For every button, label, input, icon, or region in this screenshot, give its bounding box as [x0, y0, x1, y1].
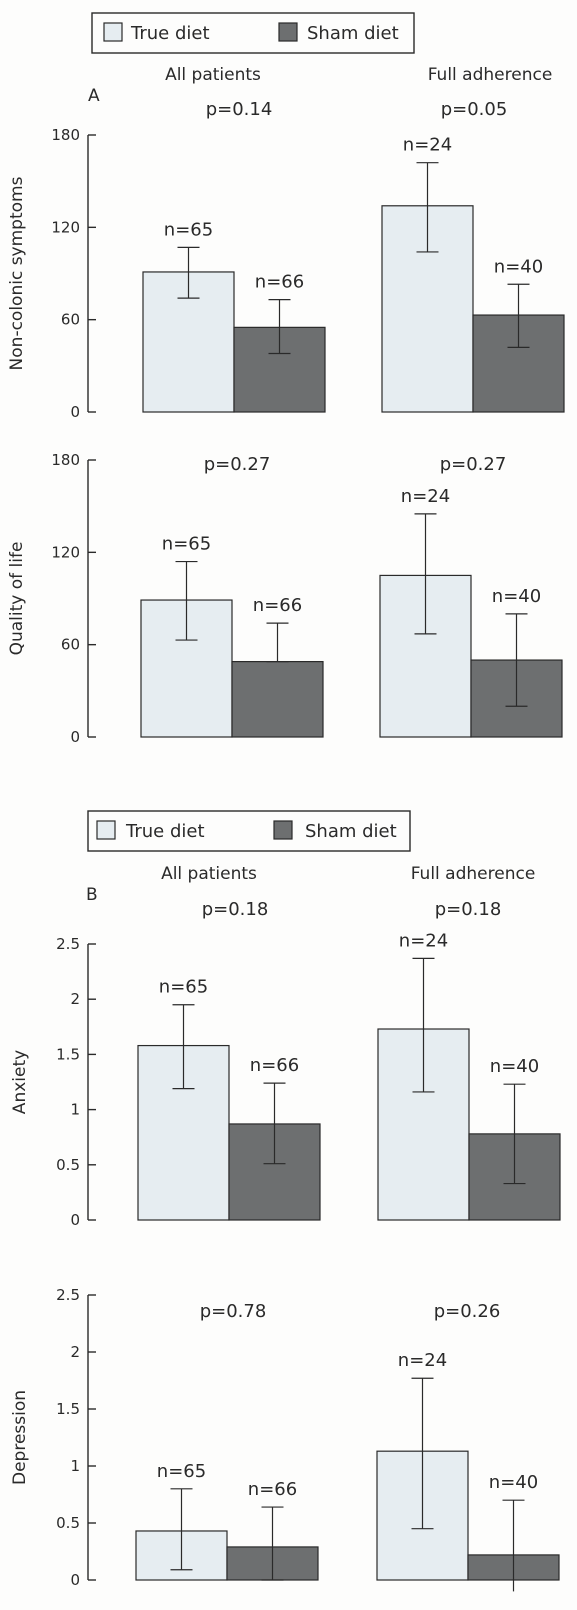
y-tick-label: 1: [70, 1101, 80, 1119]
legend-swatch-true-diet: [103, 22, 123, 42]
y-tick-label: 2.5: [56, 1286, 80, 1304]
y-tick-label: 180: [51, 451, 80, 469]
p-value-label: p=0.78: [200, 1301, 267, 1322]
panel-letter: B: [86, 885, 98, 905]
y-tick-label: 2: [70, 1343, 80, 1361]
legend-label-true-diet: True diet: [130, 23, 210, 44]
n-label: n=24: [398, 1350, 447, 1371]
y-axis-title: Quality of life: [7, 542, 27, 656]
legend-label-sham-diet: Sham diet: [305, 821, 397, 842]
group-header-full-adherence: Full adherence: [411, 864, 536, 884]
p-value-label: p=0.27: [440, 454, 507, 475]
n-label: n=40: [489, 1472, 538, 1493]
n-label: n=66: [255, 272, 304, 293]
panel-a-header: True diet Sham diet All patients Full adher…: [88, 12, 553, 106]
y-tick-label: 1.5: [56, 1045, 80, 1063]
n-label: n=40: [492, 586, 541, 607]
p-value-label: p=0.05: [441, 99, 508, 120]
n-label: n=66: [250, 1055, 299, 1076]
legend-box: [91, 12, 415, 54]
legend-box: [87, 810, 411, 852]
n-label: n=24: [401, 486, 450, 507]
p-value-label: p=0.26: [434, 1301, 501, 1322]
chart-quality-of-life: 0 60 120 180 Quality of life n=65 n=66 p=0.27 n=…: [7, 451, 563, 746]
y-axis-title: Anxiety: [10, 1050, 30, 1114]
legend-swatch-true-diet: [96, 820, 116, 840]
chart-depression: 0 0.5 1 1.5 2 2.5 Depression n=65 n=66 p=0.78 n=24…: [10, 1286, 560, 1592]
chart-non-colonic-symptoms: 0 60 120 180 Non-colonic symptoms n=65 n=66 p=0…: [7, 99, 565, 421]
chart-anxiety: 0 0.5 1 1.5 2 2.5 Anxiety n=65 n=66 p=0.18 n=24 n=4…: [10, 899, 561, 1229]
n-label: n=66: [253, 595, 302, 616]
p-value-label: p=0.18: [435, 899, 502, 920]
n-label: n=66: [248, 1479, 297, 1500]
y-axis-title: Non-colonic symptoms: [7, 176, 27, 370]
y-tick-label: 0.5: [56, 1514, 80, 1532]
y-tick-label: 0: [70, 1571, 80, 1589]
panel-letter: A: [88, 86, 100, 106]
n-label: n=40: [494, 256, 543, 277]
y-tick-label: 0.5: [56, 1156, 80, 1174]
n-label: n=65: [157, 1461, 206, 1482]
y-tick-label: 2.5: [56, 935, 80, 953]
y-tick-label: 1.5: [56, 1400, 80, 1418]
y-tick-label: 60: [61, 636, 80, 654]
n-label: n=40: [490, 1056, 539, 1077]
bar-sham-diet: [231, 660, 324, 738]
n-label: n=24: [399, 930, 448, 951]
legend-swatch-sham-diet: [278, 22, 298, 42]
group-header-full-adherence: Full adherence: [428, 65, 553, 85]
n-label: n=24: [403, 135, 452, 156]
group-header-all-patients: All patients: [161, 864, 257, 884]
y-axis-title: Depression: [10, 1390, 30, 1485]
p-value-label: p=0.14: [206, 99, 273, 120]
legend-label-true-diet: True diet: [125, 821, 205, 842]
n-label: n=65: [162, 534, 211, 555]
y-tick-label: 2: [70, 990, 80, 1008]
y-tick-label: 0: [70, 1211, 80, 1229]
y-tick-label: 120: [51, 543, 80, 561]
p-value-label: p=0.27: [204, 454, 271, 475]
bar-sham-diet: [233, 326, 326, 413]
y-tick-label: 120: [51, 218, 80, 236]
n-label: n=65: [159, 977, 208, 998]
p-value-label: p=0.18: [202, 899, 269, 920]
n-label: n=65: [164, 219, 213, 240]
y-tick-label: 1: [70, 1457, 80, 1475]
panel-b-header: True diet Sham diet All patients Full adher…: [86, 810, 536, 905]
y-tick-label: 0: [70, 728, 80, 746]
y-tick-label: 180: [51, 126, 80, 144]
legend-label-sham-diet: Sham diet: [307, 23, 399, 44]
y-tick-label: 0: [70, 403, 80, 421]
group-header-all-patients: All patients: [165, 65, 261, 85]
y-tick-label: 60: [61, 311, 80, 329]
legend-swatch-sham-diet: [273, 820, 293, 840]
